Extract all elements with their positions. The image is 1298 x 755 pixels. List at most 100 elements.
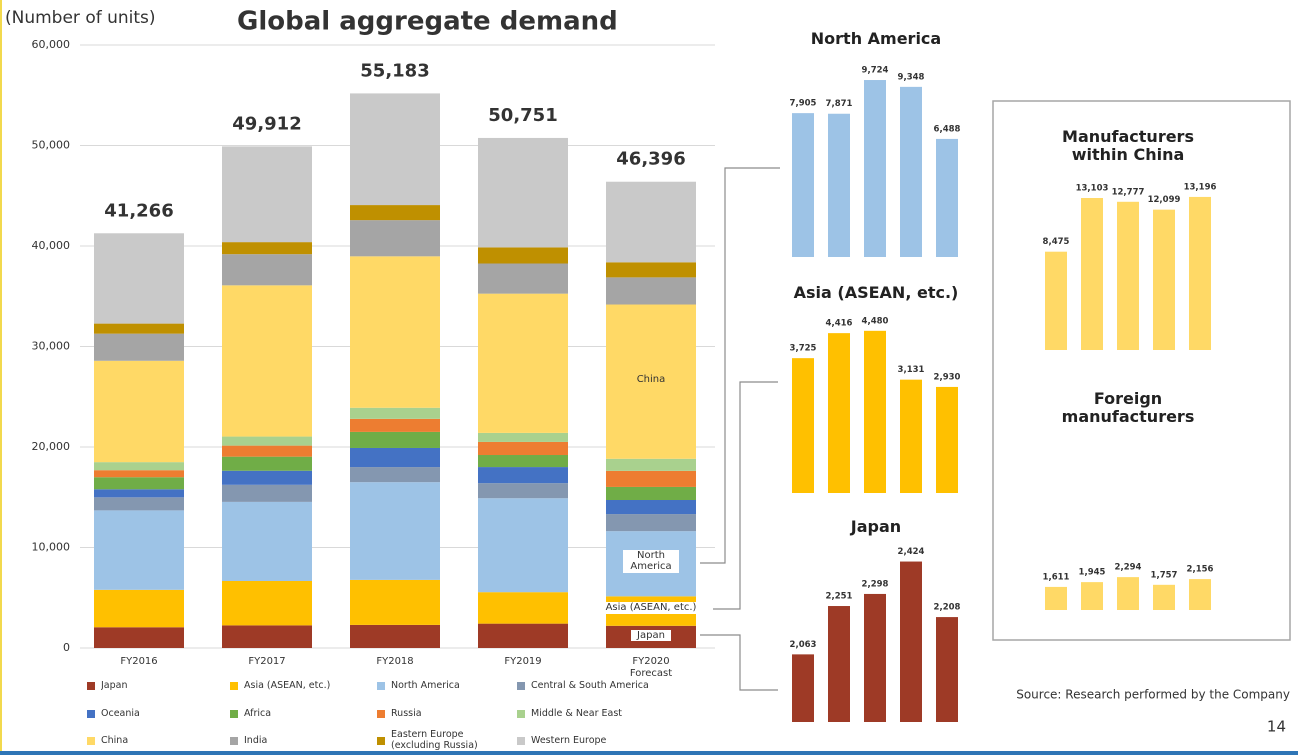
bar-segment [222,484,312,502]
bar-segment [222,436,312,446]
connector [700,381,778,610]
y-tick-label: 0 [63,641,70,654]
bar-segment [94,497,184,511]
connectors [700,167,780,691]
y-tick-label: 50,000 [32,139,71,152]
bar [936,138,958,257]
bar [936,617,958,722]
bar-segment [350,407,440,419]
legend-label-box: Oceania [101,708,140,719]
legend-swatch [377,737,385,745]
legend-swatch [230,737,238,745]
bar-segment [350,624,440,648]
bar-segment [350,256,440,408]
value-label: 9,724 [862,66,889,76]
mini-chart-title: Asia (ASEAN, etc.) [793,284,959,302]
value-label: 2,294 [1115,563,1142,573]
china-panel [992,100,1291,641]
total-label: 49,912 [232,113,301,134]
bar-segment [606,486,696,501]
bar-segment [350,447,440,468]
bar-segment [478,432,568,442]
legend-label: Japan [101,679,128,691]
bar [1045,586,1067,610]
x-tick-label-box: FY2019 [504,656,541,667]
bar-segment [222,456,312,471]
value-label: 13,103 [1076,184,1109,194]
bar-segment [94,477,184,490]
value-label: 13,196 [1184,182,1217,192]
mini-chart-title: North America [810,30,942,48]
bar [828,606,850,722]
value-label: 7,871 [826,99,853,109]
bar-segment [222,580,312,626]
legend-label-box: Russia [391,708,422,719]
x-tick-label-box: FY2016 [120,656,158,667]
legend-label-box: Africa [244,707,272,719]
bar [828,113,850,257]
annotation-box: Asia (ASEAN, etc.) [589,602,713,614]
chart-title: Global aggregate demand [237,7,618,37]
bar-segment [94,360,184,463]
annotation-box: North America [623,549,679,573]
legend-label-box: Western Europe [531,734,607,746]
value-label: 12,777 [1112,187,1145,197]
bar [828,333,850,493]
bar [1189,196,1211,350]
mini-chart-title-box: North America [810,30,942,48]
bar [1045,251,1067,350]
bar [792,113,814,257]
bar-segment [222,254,312,286]
legend-swatch [87,737,95,745]
bar-segment [478,483,568,499]
bar-segment [606,304,696,459]
bar-segment [350,220,440,257]
bar-segment [94,489,184,498]
legend-label-box: Eastern Europe (excluding Russia) [391,729,478,751]
bar [900,86,922,258]
legend-label: Western Europe [531,734,607,746]
value-label: 2,298 [862,579,889,589]
value-label: 2,930 [934,372,961,382]
value-label: 2,156 [1187,565,1214,575]
bar-segment [222,146,312,243]
bar-segment [222,242,312,255]
total-label: 55,183 [360,60,429,81]
annotation: North America [623,549,679,573]
bar-segment [478,467,568,484]
value-label: 4,416 [826,319,853,329]
mini-chart-title: Japan [850,518,902,536]
x-tick-label: FY2016 [120,656,158,667]
legend-swatch [377,710,385,718]
bar-segment [478,498,568,593]
legend-label: Eastern Europe (excluding Russia) [391,729,478,751]
bar-segment [94,470,184,478]
legend-label: India [244,734,268,746]
y-tick-label: 30,000 [32,340,71,353]
legend-label-box: Central & South America [531,680,649,691]
bar-segment [478,263,568,294]
bar-segment [606,181,696,263]
bar [900,379,922,493]
bar [1153,209,1175,350]
total-label: 50,751 [488,105,557,126]
bar-segment [606,470,696,487]
bar [864,330,886,493]
mini-chart-title-box: Asia (ASEAN, etc.) [793,284,959,302]
connector [700,167,780,564]
bar-segment [350,467,440,483]
legend-label-box: Middle & Near East [531,708,622,719]
legend-label-box: China [101,735,128,746]
y-tick-label: 10,000 [32,541,71,554]
value-label: 2,063 [790,640,817,650]
value-label: 8,475 [1043,237,1070,247]
legend-label: Africa [244,707,272,719]
connector [700,634,778,691]
legend-label-box: North America [391,680,460,691]
bar-segment [222,501,312,581]
y-tick-label: 40,000 [32,239,71,252]
mini-chart-title-box: Manufacturers within China [1062,128,1194,164]
bar-segment [606,458,696,471]
x-tick-label: FY2017 [248,656,286,667]
